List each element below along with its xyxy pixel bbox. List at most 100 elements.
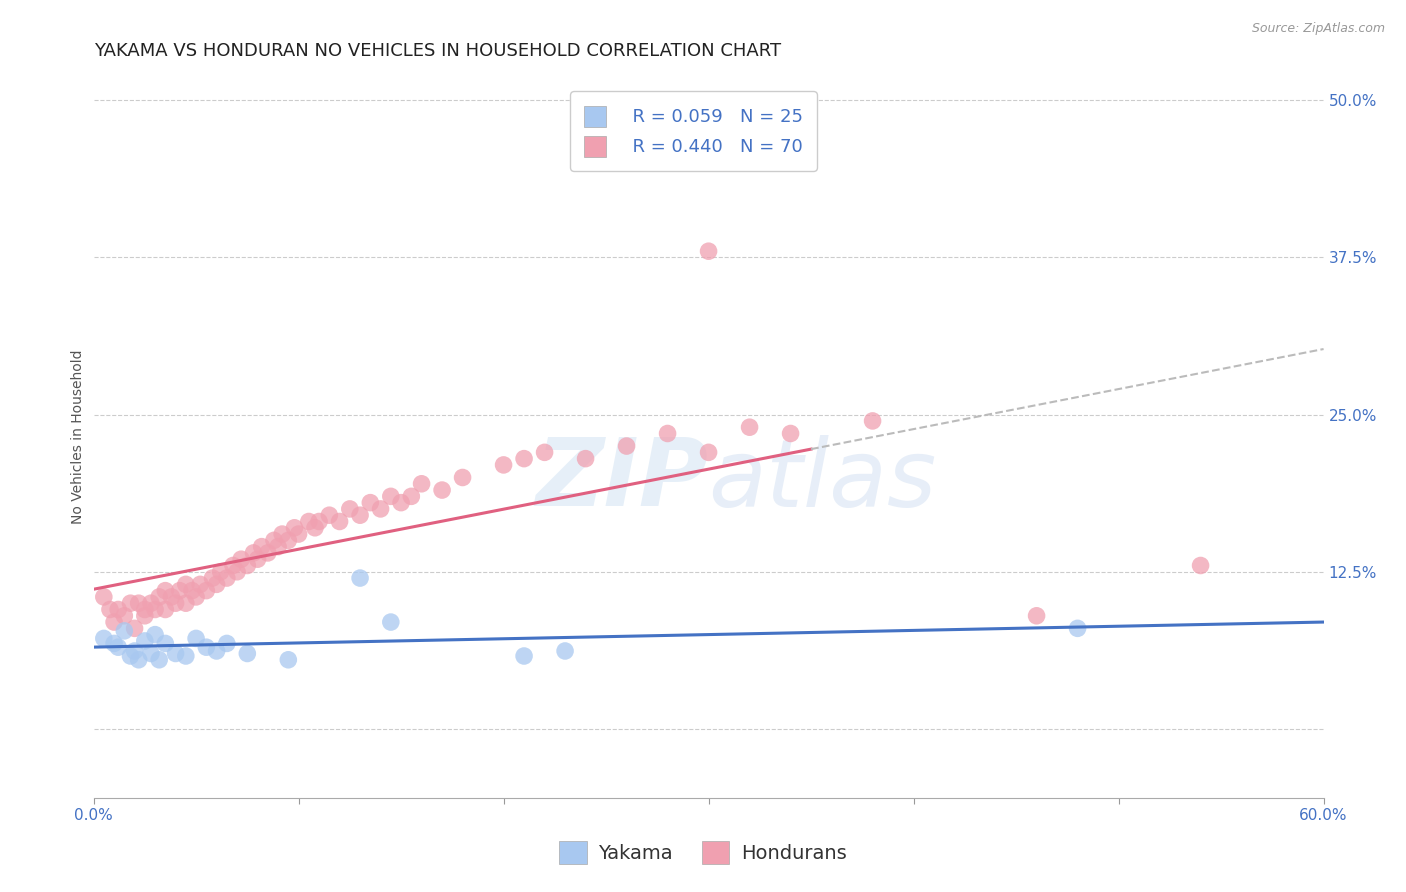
Point: [246, 552, 269, 566]
Point: [430, 483, 453, 497]
Point: [188, 577, 211, 591]
Point: [256, 546, 278, 560]
Text: atlas: atlas: [709, 434, 936, 525]
Point: [93, 590, 115, 604]
Text: ZIP: ZIP: [536, 434, 709, 526]
Point: [349, 571, 371, 585]
Point: [139, 647, 162, 661]
Point: [155, 636, 177, 650]
Point: [174, 596, 197, 610]
Point: [205, 577, 228, 591]
Point: [128, 653, 150, 667]
Point: [513, 451, 536, 466]
Point: [169, 583, 191, 598]
Point: [222, 558, 245, 573]
Point: [124, 621, 146, 635]
Point: [697, 244, 720, 259]
Point: [174, 648, 197, 663]
Point: [181, 583, 204, 598]
Point: [134, 602, 156, 616]
Point: [93, 632, 115, 646]
Point: [451, 470, 474, 484]
Point: [359, 495, 381, 509]
Point: [380, 489, 402, 503]
Point: [195, 640, 218, 655]
Point: [401, 489, 423, 503]
Point: [112, 624, 135, 638]
Point: [134, 634, 156, 648]
Point: [277, 653, 299, 667]
Legend: Yakama, Hondurans: Yakama, Hondurans: [551, 833, 855, 871]
Text: Source: ZipAtlas.com: Source: ZipAtlas.com: [1251, 22, 1385, 36]
Point: [128, 596, 150, 610]
Point: [148, 590, 170, 604]
Point: [533, 445, 555, 459]
Point: [1189, 558, 1212, 573]
Point: [697, 445, 720, 459]
Point: [205, 644, 228, 658]
Point: [1066, 621, 1088, 635]
Point: [298, 515, 321, 529]
Point: [271, 527, 294, 541]
Text: YAKAMA VS HONDURAN NO VEHICLES IN HOUSEHOLD CORRELATION CHART: YAKAMA VS HONDURAN NO VEHICLES IN HOUSEH…: [94, 42, 780, 60]
Point: [513, 648, 536, 663]
Point: [554, 644, 576, 658]
Point: [779, 426, 801, 441]
Point: [277, 533, 299, 548]
Point: [339, 502, 361, 516]
Point: [201, 571, 224, 585]
Point: [120, 596, 142, 610]
Point: [236, 647, 259, 661]
Point: [492, 458, 515, 472]
Point: [411, 476, 433, 491]
Point: [287, 527, 309, 541]
Point: [263, 533, 285, 548]
Point: [616, 439, 638, 453]
Point: [165, 596, 187, 610]
Point: [134, 608, 156, 623]
Point: [165, 647, 187, 661]
Point: [574, 451, 596, 466]
Point: [143, 602, 166, 616]
Legend:   R = 0.059   N = 25,   R = 0.440   N = 70: R = 0.059 N = 25, R = 0.440 N = 70: [569, 92, 817, 171]
Point: [349, 508, 371, 523]
Point: [103, 615, 125, 629]
Point: [107, 640, 129, 655]
Point: [308, 515, 330, 529]
Point: [283, 521, 305, 535]
Point: [215, 571, 238, 585]
Point: [148, 653, 170, 667]
Point: [226, 565, 249, 579]
Point: [231, 552, 253, 566]
Point: [155, 583, 177, 598]
Point: [862, 414, 884, 428]
Point: [318, 508, 340, 523]
Point: [139, 596, 162, 610]
Point: [112, 608, 135, 623]
Point: [304, 521, 326, 535]
Point: [103, 636, 125, 650]
Point: [120, 648, 142, 663]
Point: [250, 540, 273, 554]
Y-axis label: No Vehicles in Household: No Vehicles in Household: [72, 350, 86, 524]
Point: [160, 590, 183, 604]
Point: [329, 515, 352, 529]
Point: [124, 644, 146, 658]
Point: [380, 615, 402, 629]
Point: [98, 602, 121, 616]
Point: [236, 558, 259, 573]
Point: [657, 426, 679, 441]
Point: [215, 636, 238, 650]
Point: [1025, 608, 1047, 623]
Point: [738, 420, 761, 434]
Point: [267, 540, 290, 554]
Point: [174, 577, 197, 591]
Point: [195, 583, 218, 598]
Point: [155, 602, 177, 616]
Point: [242, 546, 264, 560]
Point: [143, 627, 166, 641]
Point: [107, 602, 129, 616]
Point: [209, 565, 232, 579]
Point: [370, 502, 392, 516]
Point: [184, 632, 207, 646]
